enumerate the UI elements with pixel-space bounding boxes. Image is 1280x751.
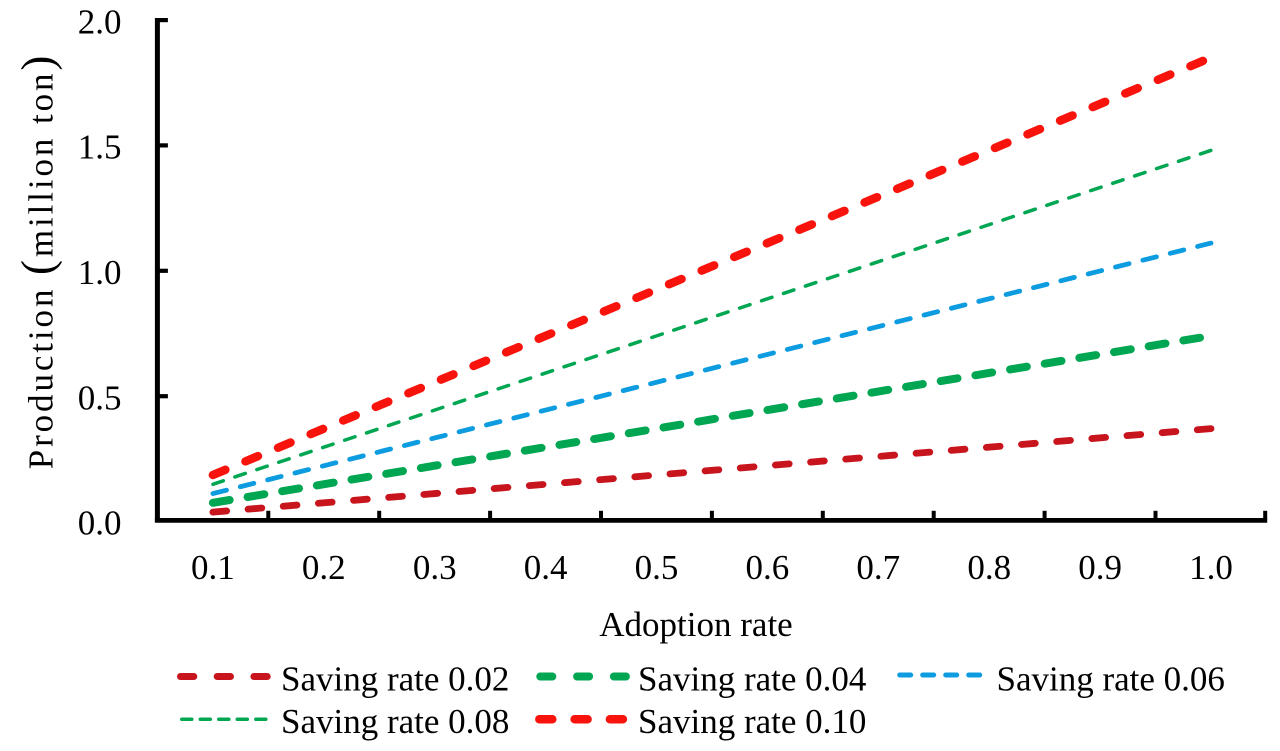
- svg-text:Adoption rate: Adoption rate: [599, 605, 792, 644]
- svg-text:Saving rate 0.06: Saving rate 0.06: [997, 660, 1225, 699]
- svg-text:1.0: 1.0: [1189, 548, 1233, 587]
- svg-text:Saving rate 0.08: Saving rate 0.08: [281, 702, 509, 741]
- svg-text:Saving rate 0.04: Saving rate 0.04: [638, 660, 866, 699]
- svg-text:Saving rate 0.10: Saving rate 0.10: [638, 702, 866, 741]
- svg-text:0.8: 0.8: [967, 548, 1011, 587]
- svg-text:0.7: 0.7: [856, 548, 900, 587]
- svg-text:0.3: 0.3: [413, 548, 457, 587]
- svg-text:1.5: 1.5: [78, 128, 122, 167]
- svg-text:Production (million ton): Production (million ton): [13, 53, 63, 470]
- svg-text:0.4: 0.4: [524, 548, 568, 587]
- svg-text:0.5: 0.5: [78, 378, 122, 417]
- svg-text:0.9: 0.9: [1078, 548, 1122, 587]
- svg-text:0.1: 0.1: [191, 548, 235, 587]
- svg-text:0.6: 0.6: [746, 548, 790, 587]
- svg-text:0.0: 0.0: [78, 504, 122, 543]
- svg-text:2.0: 2.0: [78, 2, 122, 41]
- svg-text:Saving rate 0.02: Saving rate 0.02: [281, 660, 509, 699]
- svg-text:0.2: 0.2: [302, 548, 346, 587]
- svg-text:0.5: 0.5: [635, 548, 679, 587]
- svg-text:1.0: 1.0: [78, 253, 122, 292]
